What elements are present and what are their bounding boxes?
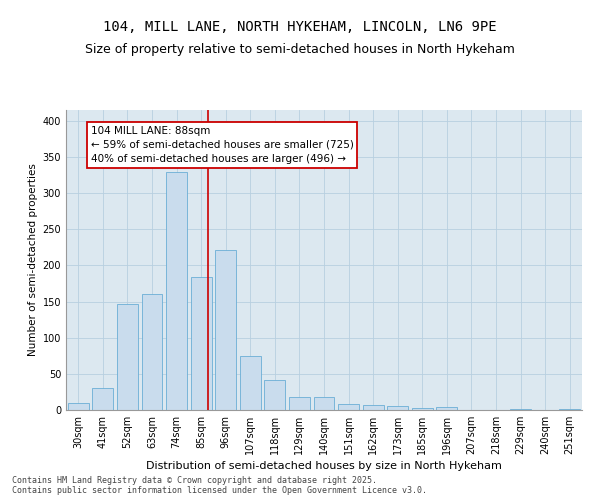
Text: 104 MILL LANE: 88sqm
← 59% of semi-detached houses are smaller (725)
40% of semi: 104 MILL LANE: 88sqm ← 59% of semi-detac… [91,126,353,164]
Bar [92,388,113,410]
Text: Size of property relative to semi-detached houses in North Hykeham: Size of property relative to semi-detach… [85,42,515,56]
Text: Contains HM Land Registry data © Crown copyright and database right 2025.
Contai: Contains HM Land Registry data © Crown c… [12,476,427,495]
Bar [362,405,383,410]
Bar [289,397,310,410]
Bar [436,407,457,410]
Bar [166,172,187,410]
Bar [338,404,359,410]
Bar [68,403,89,410]
Y-axis label: Number of semi-detached properties: Number of semi-detached properties [28,164,38,356]
Bar [387,406,408,410]
Bar [240,356,261,410]
Bar [314,397,334,410]
Bar [142,294,163,410]
Text: 104, MILL LANE, NORTH HYKEHAM, LINCOLN, LN6 9PE: 104, MILL LANE, NORTH HYKEHAM, LINCOLN, … [103,20,497,34]
X-axis label: Distribution of semi-detached houses by size in North Hykeham: Distribution of semi-detached houses by … [146,461,502,471]
Bar [117,304,138,410]
Bar [215,250,236,410]
Bar [412,408,433,410]
Bar [265,380,286,410]
Bar [191,277,212,410]
